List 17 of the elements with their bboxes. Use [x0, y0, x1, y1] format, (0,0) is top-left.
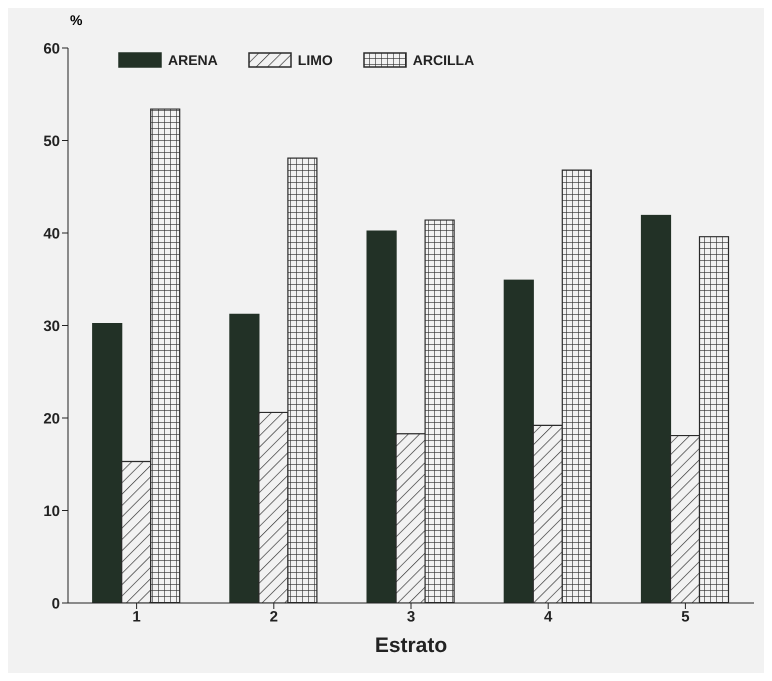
- x-tick-label: 4: [544, 608, 554, 626]
- y-tick-label: 20: [43, 410, 60, 428]
- x-tick-label: 5: [681, 608, 690, 626]
- x-tick-label: 1: [132, 608, 141, 626]
- legend-label: LIMO: [298, 52, 333, 68]
- y-tick-label: 60: [43, 40, 60, 58]
- x-axis-title: Estrato: [374, 634, 448, 657]
- legend-label: ARENA: [168, 52, 218, 68]
- y-tick-label: 30: [43, 318, 60, 335]
- y-tick-label: 10: [43, 502, 60, 520]
- legend-label: ARCILLA: [412, 52, 474, 68]
- x-tick-label: 3: [406, 608, 416, 626]
- x-tick-label: 2: [270, 608, 278, 626]
- y-tick-label: 50: [43, 132, 60, 150]
- y-axis-title: %: [70, 12, 82, 28]
- y-tick-label: 0: [52, 595, 60, 612]
- y-tick-label: 40: [43, 225, 60, 242]
